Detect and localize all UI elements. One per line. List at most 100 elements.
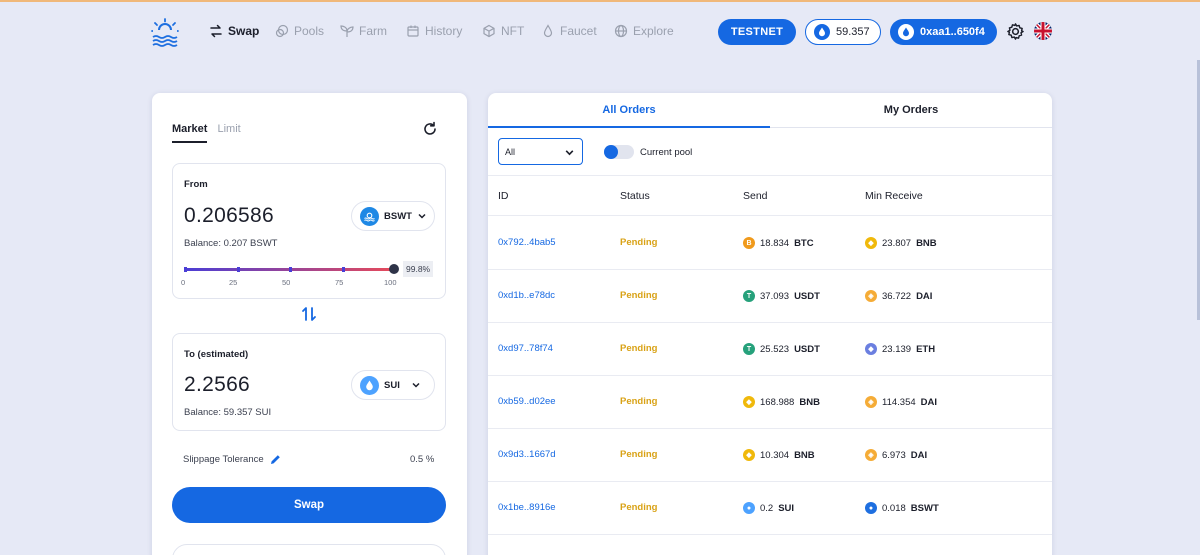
cube-icon xyxy=(483,24,495,38)
receive-amount: 114.354 xyxy=(882,396,916,408)
slider-tick: 100 xyxy=(384,278,397,287)
status-badge: Pending xyxy=(620,396,658,407)
balance-pill[interactable]: 59.357 xyxy=(805,19,881,45)
receive-symbol: DAI xyxy=(916,290,933,302)
table-row[interactable]: 0xd97..78f74 Pending T 25.523 USDT ◆ 23.… xyxy=(488,323,1052,376)
status-badge: Pending xyxy=(620,502,658,513)
toggle-label: Current pool xyxy=(640,147,693,158)
send-symbol: USDT xyxy=(794,343,820,355)
sprout-icon xyxy=(340,25,354,37)
order-id-link[interactable]: 0x9d3..1667d xyxy=(498,449,556,460)
swap-button[interactable]: Swap xyxy=(172,487,446,523)
slippage-value: 0.5 % xyxy=(410,454,435,465)
table-row[interactable]: 0x9d3..1667d Pending ◆ 10.304 BNB ◈ 6.97… xyxy=(488,429,1052,482)
tab-market[interactable]: Market xyxy=(172,123,208,143)
nav-faucet[interactable]: Faucet xyxy=(541,22,597,40)
network-button[interactable]: TESTNET xyxy=(718,19,796,45)
eth-coin-icon: ◆ xyxy=(865,343,877,355)
send-symbol: SUI xyxy=(778,502,795,514)
receive-cell: ◆ 23.139 ETH xyxy=(865,343,935,355)
slider-tick-mark xyxy=(289,267,292,272)
uk-flag-icon[interactable] xyxy=(1034,22,1052,40)
pools-icon xyxy=(275,24,289,38)
send-symbol: USDT xyxy=(794,290,820,302)
nav-pools[interactable]: Pools xyxy=(275,22,324,40)
nav-label: History xyxy=(425,24,463,38)
tab-limit[interactable]: Limit xyxy=(217,123,241,135)
page-scrollbar[interactable] xyxy=(1197,60,1200,320)
partial-box xyxy=(172,544,446,555)
wallet-address-button[interactable]: 0xaa1..650f4 xyxy=(890,19,997,45)
order-id-link[interactable]: 0xd97..78f74 xyxy=(498,343,553,354)
slider-tick-mark xyxy=(184,267,187,272)
toggle-knob xyxy=(604,145,618,159)
chevron-down-icon xyxy=(412,382,420,388)
nav-swap[interactable]: Swap xyxy=(209,22,259,40)
send-symbol: BNB xyxy=(794,449,815,461)
send-amount: 18.834 xyxy=(760,237,790,249)
usdt-coin-icon: T xyxy=(743,343,755,355)
pencil-icon[interactable] xyxy=(270,454,281,465)
table-row[interactable]: 0x1be..8916e Pending ● 0.2 SUI ● 0.018 B… xyxy=(488,482,1052,535)
balance-value: 59.357 xyxy=(836,26,870,38)
sui-drop-icon xyxy=(814,24,830,40)
gear-icon[interactable] xyxy=(1006,22,1025,41)
refresh-icon[interactable] xyxy=(422,121,438,137)
table-row[interactable]: 0xd1b..e78dc Pending T 37.093 USDT ◈ 36.… xyxy=(488,270,1052,323)
amount-slider-handle[interactable] xyxy=(388,264,399,274)
swap-panel: Market Limit From 0.206586 Balance: 0.20… xyxy=(152,93,467,555)
sui-drop-icon xyxy=(898,24,914,40)
droplet-icon xyxy=(543,24,553,38)
send-cell: ◆ 10.304 BNB xyxy=(743,449,815,461)
dai-coin-icon: ◈ xyxy=(865,290,877,302)
receive-amount: 23.807 xyxy=(882,237,912,249)
send-amount: 10.304 xyxy=(760,449,790,461)
send-symbol: BTC xyxy=(794,237,814,249)
send-cell: ◆ 168.988 BNB xyxy=(743,396,820,408)
table-row[interactable]: 0x792..4bab5 Pending B 18.834 BTC ◆ 23.8… xyxy=(488,217,1052,270)
nav-nft[interactable]: NFT xyxy=(482,22,524,40)
order-id-link[interactable]: 0x1be..8916e xyxy=(498,502,556,513)
tab-my-orders[interactable]: My Orders xyxy=(770,93,1052,128)
receive-cell: ● 0.018 BSWT xyxy=(865,502,939,514)
bswap-logo-icon[interactable] xyxy=(150,17,180,47)
send-cell: T 25.523 USDT xyxy=(743,343,820,355)
send-amount: 25.523 xyxy=(760,343,790,355)
order-filter-select[interactable]: All xyxy=(498,138,583,165)
slippage-label: Slippage Tolerance xyxy=(183,454,264,465)
receive-cell: ◈ 6.973 DAI xyxy=(865,449,927,461)
table-row[interactable]: 0xb59..d02ee Pending ◆ 168.988 BNB ◈ 114… xyxy=(488,376,1052,429)
slider-tick-mark xyxy=(236,267,240,272)
from-token-selector[interactable]: BSWT xyxy=(351,201,435,231)
column-header: Min Receive xyxy=(865,190,923,202)
receive-cell: ◆ 23.807 BNB xyxy=(865,237,937,249)
nav-label: Faucet xyxy=(560,24,597,38)
order-id-link[interactable]: 0xb59..d02ee xyxy=(498,396,556,407)
bnb-coin-icon: ◆ xyxy=(743,449,755,461)
from-token-symbol: BSWT xyxy=(384,210,412,222)
table-header: ID Status Send Min Receive xyxy=(488,175,1052,216)
nav-label: Explore xyxy=(633,24,674,38)
nav-label: Pools xyxy=(294,24,325,38)
from-amount-input[interactable]: 0.206586 xyxy=(184,204,274,227)
column-header: Send xyxy=(743,190,768,202)
to-token-selector[interactable]: SUI xyxy=(351,370,435,400)
tab-all-orders[interactable]: All Orders xyxy=(488,93,770,128)
order-id-link[interactable]: 0xd1b..e78dc xyxy=(498,290,556,301)
slider-tick: 50 xyxy=(282,278,291,287)
send-amount: 168.988 xyxy=(760,396,795,408)
bnb-coin-icon: ◆ xyxy=(743,396,755,408)
order-type-tabs: Market Limit xyxy=(172,123,241,143)
receive-amount: 23.139 xyxy=(882,343,912,355)
dai-coin-icon: ◈ xyxy=(865,449,877,461)
current-pool-toggle[interactable] xyxy=(604,145,634,159)
nav-explore[interactable]: Explore xyxy=(614,22,674,40)
swap-arrows-icon xyxy=(210,24,222,38)
send-cell: ● 0.2 SUI xyxy=(743,502,794,514)
nav-farm[interactable]: Farm xyxy=(340,22,387,40)
usdt-coin-icon: T xyxy=(743,290,755,302)
order-id-link[interactable]: 0x792..4bab5 xyxy=(498,237,556,248)
btc-coin-icon: B xyxy=(743,237,755,249)
switch-direction-icon[interactable] xyxy=(300,305,318,323)
nav-history[interactable]: History xyxy=(406,22,462,40)
